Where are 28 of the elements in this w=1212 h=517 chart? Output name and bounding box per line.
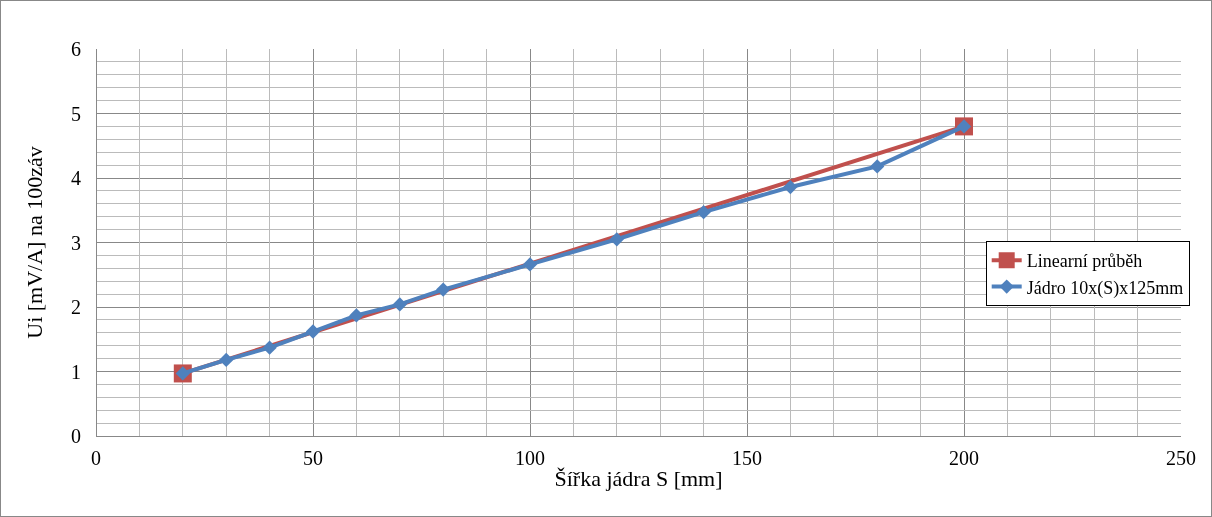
x-tick-label: 50 — [303, 447, 323, 469]
x-tick-label: 100 — [515, 447, 545, 469]
point — [783, 179, 798, 195]
y-tick-label: 4 — [71, 167, 81, 189]
point — [870, 159, 885, 174]
point — [696, 205, 711, 220]
point — [305, 324, 321, 339]
point — [522, 257, 538, 272]
x-tick-label: 250 — [1166, 447, 1196, 469]
point — [609, 232, 624, 247]
legend-label: Linearní průběh — [1026, 251, 1143, 272]
y-tick-label: 5 — [71, 102, 81, 125]
point — [436, 282, 451, 297]
y-axis-title: Ui [mV/A] na 100záv — [22, 146, 47, 339]
point — [219, 352, 234, 368]
y-tick-label: 0 — [71, 425, 81, 447]
y-tick-label: 3 — [71, 231, 81, 254]
x-axis-title: Šířka jádra S [mm] — [554, 465, 723, 491]
legend-label: Jádro 10x(S)x125mm — [1026, 277, 1184, 299]
y-tick-label: 1 — [71, 360, 81, 383]
point — [262, 340, 277, 355]
y-tick-label: 2 — [71, 296, 81, 318]
point — [392, 297, 407, 312]
y-tick-label: 6 — [71, 38, 81, 60]
x-tick-label: 200 — [949, 447, 979, 469]
point — [349, 308, 364, 323]
x-tick-label: 0 — [91, 447, 101, 469]
x-tick-label: 150 — [732, 447, 762, 469]
